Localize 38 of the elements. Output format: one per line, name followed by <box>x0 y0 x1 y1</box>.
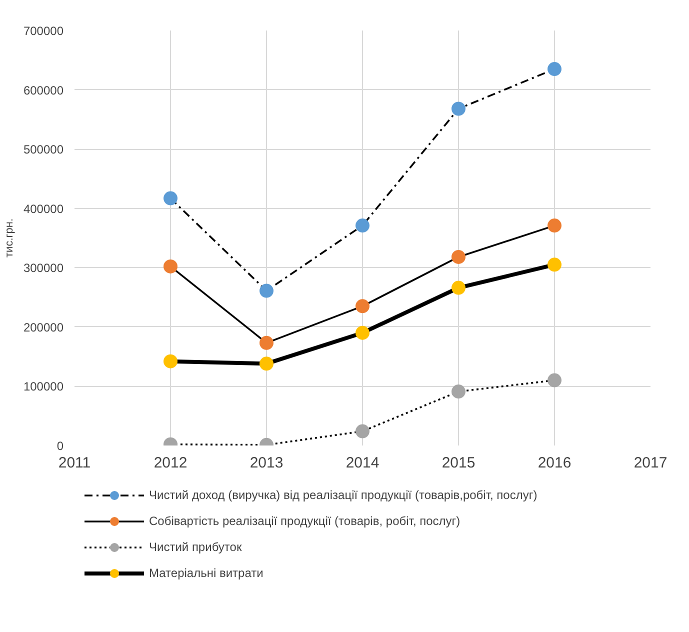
point <box>356 326 370 340</box>
y-tick-label: 200000 <box>23 320 64 334</box>
point <box>164 354 178 368</box>
point <box>356 218 370 233</box>
point <box>452 384 466 399</box>
y-axis-title: тис.грн. <box>3 218 16 258</box>
point <box>260 336 274 350</box>
y-tick-label: 100000 <box>23 380 64 394</box>
point <box>452 280 466 295</box>
legend-label: Чистий доход (виручка) від реалізації продукції (товарів,робіт, послуг) <box>149 488 538 502</box>
x-tick-label: 2017 <box>634 454 668 472</box>
point <box>548 218 562 233</box>
y-tick-label: 0 <box>56 439 64 453</box>
point <box>260 356 274 371</box>
point <box>548 258 562 272</box>
x-tick-label: 2011 <box>58 454 91 472</box>
legend-label: Чистий прибуток <box>149 540 242 554</box>
point <box>548 62 562 76</box>
x-tick-label: 2013 <box>250 454 284 472</box>
y-tick-label: 700000 <box>23 24 64 38</box>
point <box>452 250 466 264</box>
y-tick-label: 400000 <box>23 202 64 216</box>
point <box>356 424 370 438</box>
point <box>164 259 178 274</box>
y-tick-label: 300000 <box>23 261 64 276</box>
y-tick-label: 600000 <box>23 83 64 98</box>
point <box>548 373 562 388</box>
legend-label: Матеріальні витрати <box>149 566 264 580</box>
point <box>164 191 178 206</box>
y-tick-label: 500000 <box>23 142 64 157</box>
x-tick-label: 2015 <box>442 454 476 472</box>
x-tick-label: 2012 <box>154 454 188 472</box>
point <box>452 102 466 116</box>
x-tick-label: 2014 <box>346 454 380 472</box>
point <box>356 299 370 314</box>
point <box>260 284 274 298</box>
legend-label: Собівартість реалізації продукції (товарів, робіт, послуг) <box>149 514 460 528</box>
x-tick-label: 2016 <box>538 454 572 472</box>
